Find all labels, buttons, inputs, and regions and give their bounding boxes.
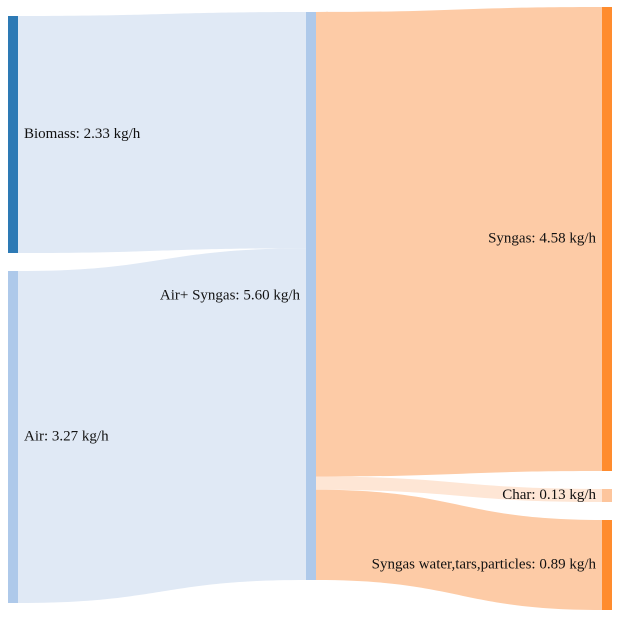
flow-nodes <box>8 7 612 610</box>
node-labels: Biomass: 2.33 kg/h Air: 3.27 kg/h Air+ Syn… <box>24 126 596 573</box>
link-air_syngas-to-syngas_water <box>316 489 602 610</box>
node-label-air_syngas: Air+ Syngas: 5.60 kg/h <box>160 287 301 303</box>
node-syngas <box>602 7 612 471</box>
node-label-syngas_water: Syngas water,tars,particles: 0.89 kg/h <box>372 556 597 572</box>
node-syngas_water <box>602 520 612 610</box>
node-label-char: Char: 0.13 kg/h <box>502 487 596 503</box>
node-air_syngas <box>306 12 316 580</box>
node-char <box>602 489 612 502</box>
node-label-syngas: Syngas: 4.58 kg/h <box>488 230 596 246</box>
node-label-biomass: Biomass: 2.33 kg/h <box>24 126 141 142</box>
link-air_syngas-to-char <box>316 476 602 502</box>
flow-links <box>18 7 602 610</box>
link-biomass-to-air_syngas <box>18 12 306 253</box>
node-air <box>8 271 18 603</box>
link-air_syngas-to-syngas <box>316 7 602 477</box>
link-air-to-air_syngas <box>18 248 306 604</box>
node-label-air: Air: 3.27 kg/h <box>24 428 109 444</box>
node-biomass <box>8 16 18 253</box>
